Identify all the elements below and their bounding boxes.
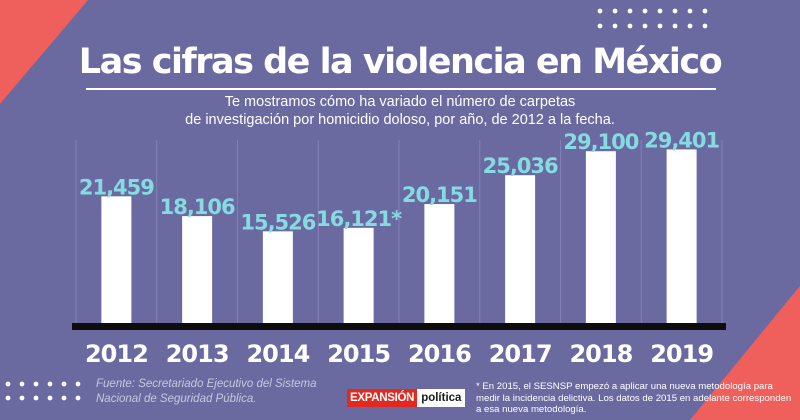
decor-dot: [627, 23, 633, 29]
decor-coral-top-left: [0, 0, 88, 104]
source-text: Fuente: Secretariado Ejecutivo del Siste…: [96, 377, 346, 407]
decor-dot: [47, 395, 53, 401]
subtitle-line-2: de investigación por homicidio doloso, p…: [185, 112, 615, 128]
subtitle-line-1: Te mostramos cómo ha variado el número d…: [224, 94, 576, 110]
year-label: 2017: [489, 340, 552, 368]
bar-2015: [343, 227, 374, 323]
bar-2016: [424, 204, 455, 323]
bar-2017: [505, 175, 536, 323]
value-label: 29,100: [563, 130, 638, 154]
bars: [101, 149, 697, 323]
title-rule: [86, 88, 716, 90]
year-label: 2012: [85, 340, 148, 368]
value-label: 20,151: [402, 183, 477, 207]
decor-dot: [61, 395, 67, 401]
source-line-2: Nacional de Seguridad Pública.: [96, 393, 257, 405]
decor-dot: [672, 23, 678, 29]
value-label: 18,106: [160, 195, 235, 219]
decor-dot: [597, 8, 603, 14]
decor-dot: [642, 8, 648, 14]
decor-dot: [75, 381, 81, 387]
decor-dot: [5, 381, 11, 387]
subtitle: Te mostramos cómo ha variado el número d…: [0, 93, 800, 129]
value-label: 29,401: [644, 128, 719, 152]
decor-dot: [657, 8, 663, 14]
value-label: 25,036: [483, 154, 558, 178]
decor-dot: [702, 8, 708, 14]
decor-dot: [657, 23, 663, 29]
decor-dots-top: [597, 8, 708, 29]
decor-dot: [597, 23, 603, 29]
year-label: 2014: [246, 340, 309, 368]
decor-dot: [5, 395, 11, 401]
decor-dot: [33, 395, 39, 401]
year-label: 2018: [569, 340, 632, 368]
value-label: 16,121*: [316, 207, 402, 231]
baseline: [72, 323, 726, 330]
decor-dot: [19, 381, 25, 387]
decor-coral-bottom-right: [690, 286, 800, 420]
methodology-note: * En 2015, el SESNSP empezó a aplicar un…: [476, 381, 792, 416]
decor-dot: [75, 395, 81, 401]
bar-2013: [182, 216, 213, 323]
decor-dot: [687, 23, 693, 29]
bar-2019: [666, 149, 697, 323]
decor-dot: [612, 8, 618, 14]
source-line-1: Fuente: Secretariado Ejecutivo del Siste…: [96, 378, 317, 390]
bar-2018: [585, 151, 616, 323]
decor-dot: [19, 395, 25, 401]
year-label: 2019: [650, 340, 713, 368]
brand-logo: EXPANSIÓN política: [347, 389, 466, 407]
decor-dot: [702, 23, 708, 29]
decor-dot: [627, 8, 633, 14]
decor-dot: [33, 381, 39, 387]
decor-dot: [672, 8, 678, 14]
value-label: 15,526: [240, 210, 315, 234]
grid: [75, 140, 723, 323]
year-labels: 2012 2013 2014 2015 2016 2017 2018 2019: [85, 340, 714, 368]
brand-logo-primary: EXPANSIÓN: [347, 389, 418, 407]
bar-2012: [101, 196, 132, 323]
decor-dot: [612, 23, 618, 29]
decor-dots-bottom: [5, 381, 81, 401]
year-label: 2013: [166, 340, 229, 368]
decor-dot: [642, 23, 648, 29]
bar-2014: [262, 231, 293, 323]
page-title: Las cifras de la violencia en México: [78, 42, 723, 82]
year-label: 2016: [408, 340, 471, 368]
decor-dot: [47, 381, 53, 387]
year-label: 2015: [327, 340, 390, 368]
decor-dot: [61, 381, 67, 387]
brand-logo-secondary: política: [417, 389, 466, 407]
value-label: 21,459: [79, 175, 154, 199]
decor-dot: [687, 8, 693, 14]
